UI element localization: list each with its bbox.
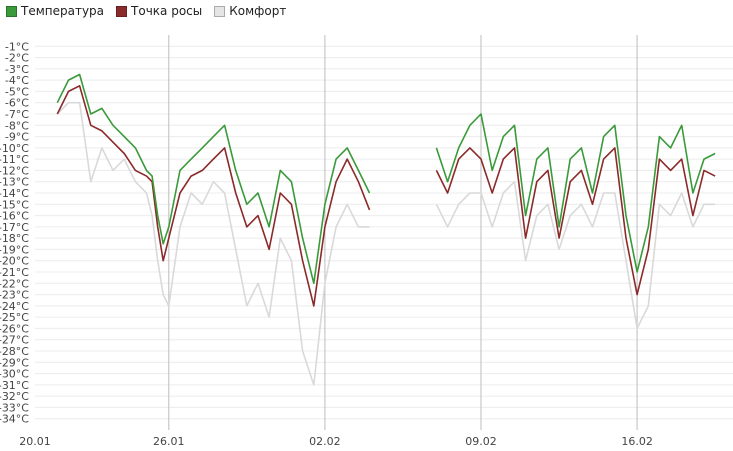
legend-label-dew-point: Точка росы: [131, 4, 203, 18]
legend-label-comfort: Комфорт: [229, 4, 287, 18]
grid-lines: [35, 45, 733, 420]
y-tick-label: -13°C: [0, 176, 29, 189]
legend-swatch-temperature: [6, 5, 17, 17]
legend-item-comfort[interactable]: Комфорт: [214, 4, 286, 18]
x-axis-ticks: 20.01 26.01 02.02 09.02 16.02: [19, 435, 653, 448]
y-tick-label: -23°C: [0, 289, 29, 302]
chart-legend: Температура Точка росы Комфорт: [6, 4, 286, 18]
y-tick-label: -3°C: [5, 63, 29, 76]
legend-swatch-comfort: [214, 5, 226, 17]
legend-item-dew-point[interactable]: Точка росы: [116, 4, 202, 18]
x-tick-label: 09.02: [465, 435, 497, 448]
y-tick-label: -20°C: [0, 255, 29, 268]
series-lines: [56, 73, 716, 386]
y-tick-label: -12°C: [0, 164, 29, 177]
y-tick-label: -32°C: [0, 390, 29, 403]
y-tick-label: -29°C: [0, 356, 29, 369]
y-tick-label: -11°C: [0, 153, 29, 166]
y-tick-label: -33°C: [0, 401, 29, 414]
y-tick-label: -9°C: [5, 131, 29, 144]
y-tick-label: -10°C: [0, 142, 29, 155]
y-tick-label: -16°C: [0, 210, 29, 223]
y-axis-ticks: -1°C-2°C-3°C-4°C-5°C-6°C-7°C-8°C-9°C-10°…: [0, 40, 29, 425]
x-tick-label: 20.01: [19, 435, 51, 448]
y-tick-label: -2°C: [5, 52, 29, 65]
y-tick-label: -22°C: [0, 277, 29, 290]
y-tick-label: -15°C: [0, 198, 29, 211]
y-tick-label: -18°C: [0, 232, 29, 245]
x-tick-label: 02.02: [309, 435, 341, 448]
y-tick-label: -34°C: [0, 413, 29, 426]
y-tick-label: -14°C: [0, 187, 29, 200]
y-tick-label: -1°C: [5, 40, 29, 53]
legend-swatch-dew-point: [116, 5, 128, 17]
y-tick-label: -19°C: [0, 243, 29, 256]
y-tick-label: -31°C: [0, 379, 29, 392]
x-tick-label: 16.02: [621, 435, 653, 448]
y-tick-label: -7°C: [5, 108, 29, 121]
y-tick-label: -26°C: [0, 322, 29, 335]
comfort-line: [56, 101, 716, 386]
y-tick-label: -6°C: [5, 97, 29, 110]
y-tick-label: -5°C: [5, 85, 29, 98]
y-tick-label: -27°C: [0, 334, 29, 347]
y-tick-label: -17°C: [0, 221, 29, 234]
legend-item-temperature[interactable]: Температура: [6, 4, 104, 18]
dew-point-line: [56, 85, 716, 307]
x-tick-label: 26.01: [153, 435, 185, 448]
y-tick-label: -25°C: [0, 311, 29, 324]
y-tick-label: -8°C: [5, 119, 29, 132]
y-tick-label: -28°C: [0, 345, 29, 358]
y-tick-label: -4°C: [5, 74, 29, 87]
date-gridlines: [168, 35, 638, 430]
y-tick-label: -21°C: [0, 266, 29, 279]
temperature-line: [56, 73, 716, 285]
y-tick-label: -24°C: [0, 300, 29, 313]
y-tick-label: -30°C: [0, 368, 29, 381]
legend-label-temperature: Температура: [21, 4, 105, 18]
